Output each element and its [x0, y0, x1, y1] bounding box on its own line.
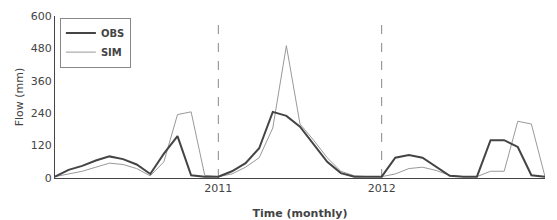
- svg-text:2012: 2012: [368, 182, 396, 195]
- svg-text:Flow (mm): Flow (mm): [13, 68, 26, 127]
- svg-text:240: 240: [31, 107, 52, 120]
- svg-text:360: 360: [31, 75, 52, 88]
- svg-text:2011: 2011: [204, 182, 232, 195]
- svg-text:0: 0: [45, 172, 52, 185]
- svg-text:480: 480: [31, 42, 52, 55]
- svg-text:Time (monthly): Time (monthly): [253, 207, 348, 220]
- svg-text:120: 120: [31, 139, 52, 152]
- svg-text:OBS: OBS: [101, 28, 124, 39]
- svg-text:SIM: SIM: [101, 47, 122, 58]
- svg-text:600: 600: [31, 10, 52, 23]
